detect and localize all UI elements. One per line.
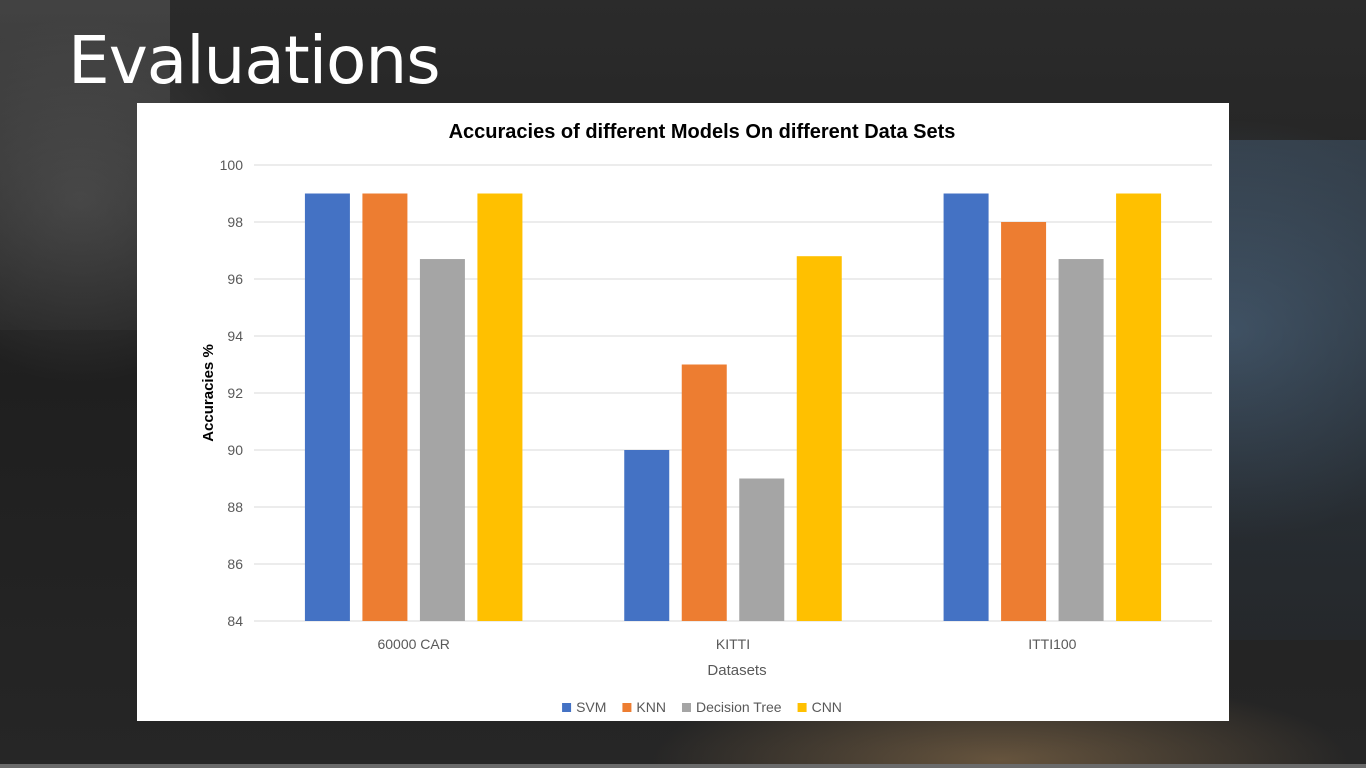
y-tick-label: 98 bbox=[227, 214, 243, 230]
background-image-right bbox=[1226, 140, 1366, 640]
bar-decision-tree-0 bbox=[419, 259, 465, 621]
bar-cnn-2 bbox=[1116, 193, 1162, 621]
y-tick-label: 84 bbox=[227, 613, 243, 629]
x-axis-ticks: 60000 CAR KITTI ITTI100 bbox=[377, 636, 1076, 652]
y-axis-title: Accuracies % bbox=[200, 344, 217, 442]
legend: SVM KNN Decision Tree CNN bbox=[562, 699, 842, 715]
legend-label: CNN bbox=[812, 699, 842, 715]
chart-container: Accuracies of different Models On differ… bbox=[137, 103, 1229, 721]
x-axis-title: Datasets bbox=[707, 662, 766, 679]
y-tick-label: 92 bbox=[227, 385, 243, 401]
y-tick-label: 94 bbox=[227, 328, 243, 344]
x-tick-label: KITTI bbox=[716, 636, 750, 652]
y-tick-label: 86 bbox=[227, 556, 243, 572]
bar-svm-0 bbox=[304, 193, 350, 621]
y-axis-ticks: 84 86 88 90 92 94 96 98 100 bbox=[220, 157, 244, 629]
legend-swatch bbox=[681, 703, 691, 712]
y-tick-label: 96 bbox=[227, 271, 243, 287]
legend-swatch bbox=[622, 703, 632, 712]
bar-chart: Accuracies of different Models On differ… bbox=[200, 121, 1212, 715]
legend-item-decision-tree: Decision Tree bbox=[681, 699, 782, 715]
x-tick-label: ITTI100 bbox=[1028, 636, 1076, 652]
y-tick-label: 90 bbox=[227, 442, 243, 458]
background-bottom-strip bbox=[0, 764, 1366, 768]
legend-swatch bbox=[562, 703, 572, 712]
bar-svm-2 bbox=[943, 193, 989, 621]
chart-title: Accuracies of different Models On differ… bbox=[449, 121, 956, 143]
bar-svm-1 bbox=[624, 450, 670, 621]
legend-item-cnn: CNN bbox=[797, 699, 842, 715]
bar-knn-1 bbox=[681, 364, 727, 621]
legend-label: SVM bbox=[576, 699, 606, 715]
bar-knn-2 bbox=[1001, 222, 1047, 621]
legend-item-svm: SVM bbox=[562, 699, 606, 715]
bars bbox=[304, 193, 1162, 621]
y-tick-label: 100 bbox=[220, 157, 244, 173]
x-tick-label: 60000 CAR bbox=[377, 636, 449, 652]
y-tick-label: 88 bbox=[227, 499, 243, 515]
bar-decision-tree-1 bbox=[739, 478, 785, 621]
legend-item-knn: KNN bbox=[622, 699, 666, 715]
slide-title: Evaluations bbox=[68, 22, 441, 99]
legend-label: Decision Tree bbox=[696, 699, 782, 715]
bar-decision-tree-2 bbox=[1058, 259, 1104, 621]
bar-cnn-0 bbox=[477, 193, 523, 621]
gridlines bbox=[254, 164, 1212, 622]
legend-swatch bbox=[797, 703, 807, 712]
bar-cnn-1 bbox=[796, 256, 842, 621]
legend-label: KNN bbox=[636, 699, 666, 715]
bar-knn-0 bbox=[362, 193, 408, 621]
